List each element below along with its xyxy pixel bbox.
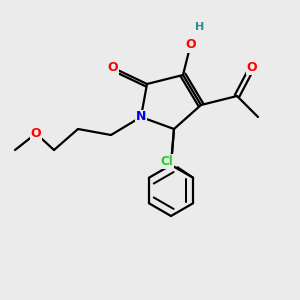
Text: Cl: Cl (160, 155, 173, 168)
Text: O: O (31, 127, 41, 140)
Text: O: O (107, 61, 118, 74)
Text: O: O (247, 61, 257, 74)
Text: H: H (195, 22, 204, 32)
Text: N: N (136, 110, 146, 124)
Text: O: O (185, 38, 196, 52)
